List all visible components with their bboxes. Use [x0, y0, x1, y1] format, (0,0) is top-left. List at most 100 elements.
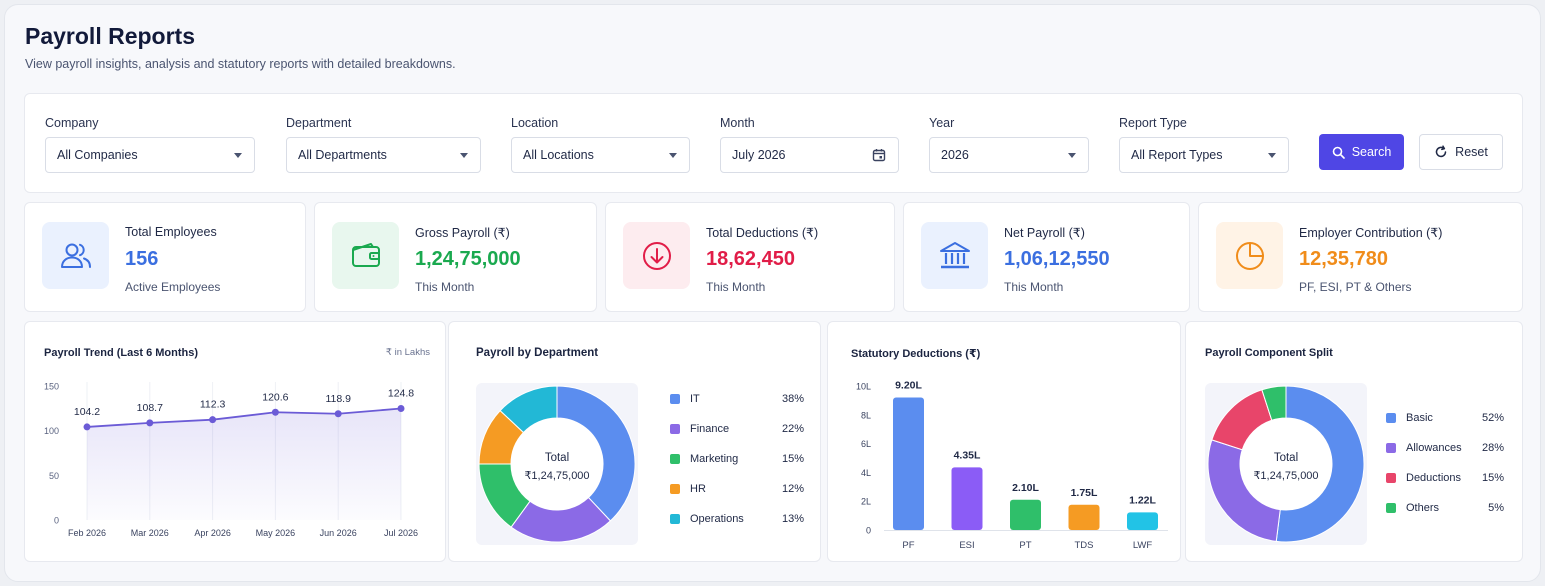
bar-value-label: 1.75L — [1071, 487, 1098, 499]
trend-point — [334, 410, 342, 418]
stat-label: Employer Contribution (₹) — [1299, 226, 1443, 240]
users-icon — [60, 243, 91, 268]
stat-icon-bg — [332, 222, 399, 289]
legend-item: Allowances 28% — [1386, 433, 1504, 463]
year-select[interactable]: 2026 — [929, 137, 1089, 173]
legend-name: IT — [690, 393, 700, 405]
stat-value: 12,35,780 — [1299, 248, 1388, 270]
legend-swatch — [1386, 413, 1396, 423]
data-label: 118.9 — [325, 393, 351, 405]
legend-item: Operations 13% — [670, 504, 804, 534]
legend-value: 15% — [781, 453, 804, 465]
stat-value: 156 — [125, 248, 159, 270]
x-tick-label: TDS — [1075, 540, 1094, 551]
x-tick-label: Feb 2026 — [68, 528, 106, 538]
month-label: Month — [720, 116, 755, 130]
reset-button[interactable]: Reset — [1419, 134, 1503, 170]
y-tick-label: 4L — [861, 468, 871, 478]
legend-name: Deductions — [1406, 472, 1462, 484]
department-select[interactable]: All Departments — [286, 137, 481, 173]
stat-caption: PF, ESI, PT & Others — [1299, 280, 1412, 294]
legend-item: IT 38% — [670, 384, 804, 414]
bank-icon — [939, 241, 970, 268]
company-filter: Company All Companies — [45, 116, 255, 173]
report-type-filter: Report Type All Report Types — [1119, 116, 1289, 173]
stat-label: Total Employees — [125, 225, 217, 239]
company-value: All Companies — [57, 148, 138, 162]
legend-swatch — [1386, 473, 1396, 483]
legend-name: HR — [690, 483, 706, 495]
legend-name: Operations — [690, 513, 744, 525]
year-value: 2026 — [941, 148, 969, 162]
payroll-trend-chart: 0 50 100 150 Feb 2026 Mar 2026 Apr 2026 May 202… — [44, 382, 418, 539]
report-type-label: Report Type — [1119, 116, 1187, 130]
bar-value-label: 2.10L — [1012, 482, 1039, 494]
page-title: Payroll Reports — [25, 23, 195, 49]
donut-center-label: Total — [545, 452, 569, 464]
month-filter: Month July 2026 — [720, 116, 899, 173]
stat-value: 1,06,12,550 — [1004, 248, 1110, 270]
chevron-down-icon — [669, 152, 677, 158]
y-tick-label: 10L — [856, 382, 871, 392]
donut-center-value: ₹1,24,75,000 — [1253, 470, 1318, 482]
legend-value: 5% — [1488, 502, 1504, 514]
legend-value: 15% — [1481, 472, 1504, 484]
department-value: All Departments — [298, 148, 387, 162]
stat-caption: This Month — [706, 280, 766, 294]
search-button[interactable]: Search — [1319, 134, 1404, 170]
stat-card-net-payroll: Net Payroll (₹) 1,06,12,550 This Month — [903, 202, 1190, 312]
department-label: Department — [286, 116, 352, 130]
legend-name: Allowances — [1406, 442, 1462, 454]
wallet-icon — [351, 242, 380, 267]
trend-area — [87, 408, 401, 520]
data-label: 124.8 — [388, 388, 414, 400]
search-icon — [1332, 146, 1345, 159]
data-label: 120.6 — [262, 391, 288, 403]
stat-icon-bg — [623, 222, 690, 289]
statutory-bar-chart: 0 2L 4L 6L 8L 10L 9.20L PF 4.35L ESI 2.10L PT 1.75L T… — [856, 380, 1168, 551]
legend-item: Basic 52% — [1386, 403, 1504, 433]
chevron-down-icon — [1068, 152, 1076, 158]
legend-value: 52% — [1481, 412, 1504, 424]
legend-item: Deductions 15% — [1386, 463, 1504, 493]
x-tick-label: Mar 2026 — [131, 528, 169, 538]
legend-name: Finance — [690, 423, 730, 435]
department-legend: IT 38% Finance 22% Marketing 15% HR 12% Operatio… — [670, 384, 804, 534]
trend-line — [86, 407, 402, 428]
donut-hole — [1240, 418, 1332, 510]
location-value: All Locations — [523, 148, 594, 162]
legend-swatch — [1386, 443, 1396, 453]
stat-label: Total Deductions (₹) — [706, 226, 819, 240]
month-picker[interactable]: July 2026 — [720, 137, 899, 173]
calendar-icon[interactable] — [872, 148, 886, 162]
report-type-select[interactable]: All Report Types — [1119, 137, 1289, 173]
payroll-reports-page: Payroll Reports View payroll insights, a… — [4, 4, 1541, 582]
bar-value-label: 9.20L — [895, 380, 922, 392]
location-select[interactable]: All Locations — [511, 137, 690, 173]
statutory-deductions-panel: 0 2L 4L 6L 8L 10L 9.20L PF 4.35L ESI 2.10L PT 1.75L T… — [827, 321, 1181, 562]
legend-swatch — [670, 514, 680, 524]
year-filter: Year 2026 — [929, 116, 1089, 173]
stat-label: Gross Payroll (₹) — [415, 226, 510, 240]
company-select[interactable]: All Companies — [45, 137, 255, 173]
page-subtitle: View payroll insights, analysis and stat… — [25, 57, 456, 71]
company-label: Company — [45, 116, 99, 130]
legend-value: 38% — [781, 393, 804, 405]
payroll-trend-panel: 0 50 100 150 Feb 2026 Mar 2026 Apr 2026 May 202… — [24, 321, 446, 562]
legend-swatch — [1386, 503, 1396, 513]
y-tick-label: 0 — [866, 526, 871, 536]
stat-label: Net Payroll (₹) — [1004, 226, 1085, 240]
refresh-icon — [1435, 145, 1447, 158]
x-tick-label: Apr 2026 — [194, 528, 231, 538]
bar — [951, 467, 983, 530]
stat-value: 18,62,450 — [706, 248, 795, 270]
panel-title: Payroll Trend (Last 6 Months) — [44, 347, 199, 359]
legend-name: Basic — [1406, 412, 1433, 424]
x-tick-label: Jun 2026 — [320, 528, 357, 538]
legend-item: HR 12% — [670, 474, 804, 504]
donut-hole — [511, 418, 603, 510]
bar — [1068, 504, 1100, 530]
legend-value: 22% — [781, 423, 804, 435]
y-tick-label: 150 — [44, 382, 59, 392]
stat-caption: This Month — [1004, 280, 1064, 294]
